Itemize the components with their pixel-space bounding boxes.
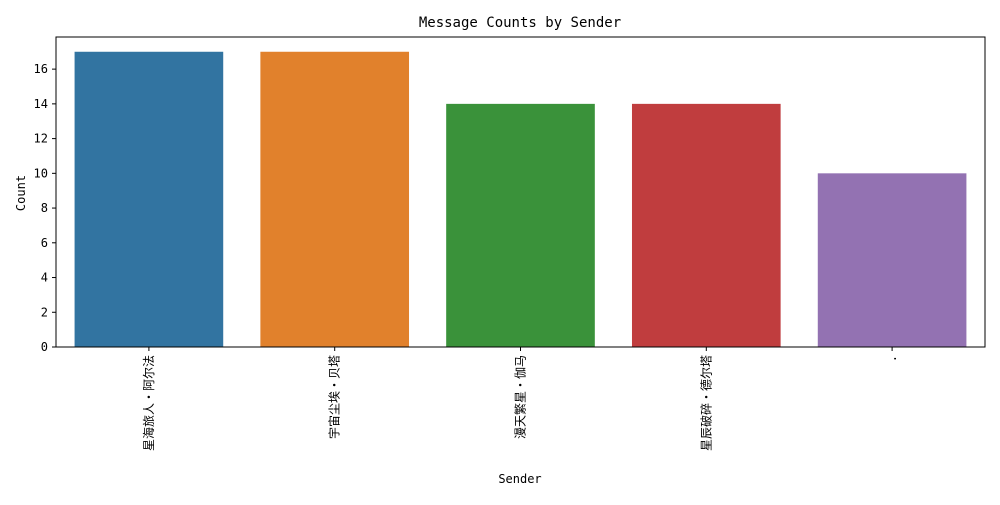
chart-title: Message Counts by Sender (419, 15, 621, 31)
x-tick-label-2: 宇宙尘埃・贝塔 (327, 355, 342, 439)
y-tick-label-16: 16 (34, 62, 48, 76)
y-tick-label-12: 12 (34, 132, 48, 146)
bar-2 (260, 51, 410, 348)
bar-5 (817, 173, 967, 347)
y-tick-label-10: 10 (34, 166, 48, 180)
x-tick-label-1: 星海旅人・阿尔法 (141, 355, 156, 451)
bar-3 (446, 103, 595, 347)
y-tick-label-6: 6 (41, 236, 48, 250)
x-tick-label-3: 漫天繁星・伽马 (513, 355, 528, 439)
y-axis-label: Count (14, 175, 28, 211)
y-tick-label-8: 8 (41, 201, 48, 215)
x-tick-label-5: . (885, 355, 899, 362)
y-tick-label-0: 0 (41, 340, 48, 354)
y-tick-label-14: 14 (34, 97, 48, 111)
bar-4 (631, 103, 781, 347)
bar-1 (74, 51, 224, 348)
y-tick-label-4: 4 (41, 271, 48, 285)
x-tick-label-4: 星辰破碎・德尔塔 (698, 355, 713, 451)
x-axis-label: Sender (498, 472, 541, 486)
plot-area: 0 2 4 6 8 10 12 14 16 星海旅人・阿尔法 宇宙尘埃・贝塔 漫天繁星・伽马 星辰破碎・… (34, 36, 986, 451)
y-tick-label-2: 2 (41, 305, 48, 319)
